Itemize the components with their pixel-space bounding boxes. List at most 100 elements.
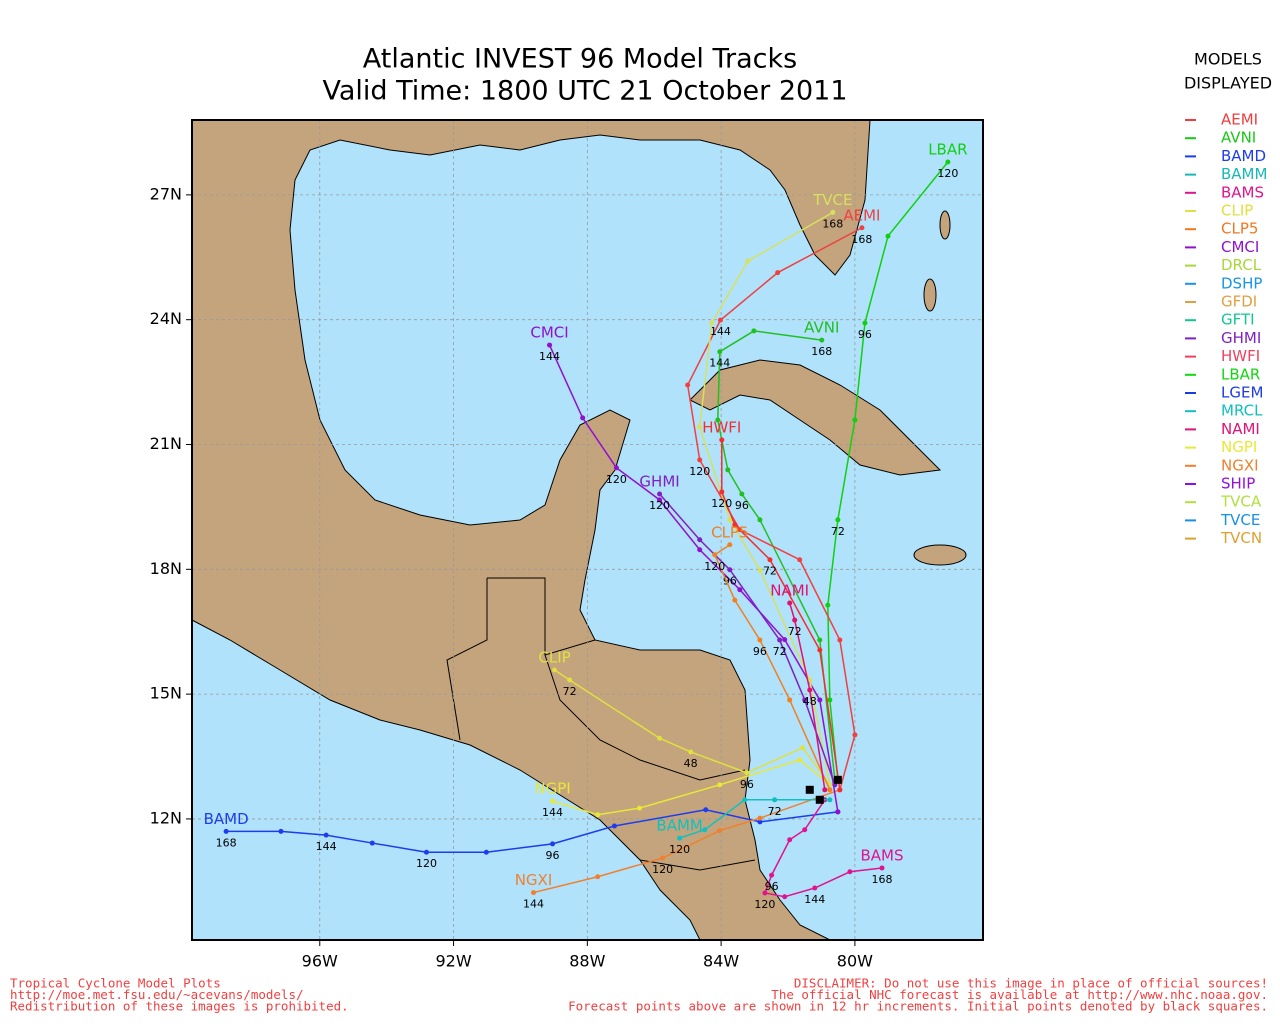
- hour-label: 120: [652, 863, 673, 876]
- track-point: [817, 637, 823, 643]
- track-point: [697, 537, 703, 543]
- track-point: [611, 823, 617, 829]
- track-point: [802, 827, 808, 833]
- island: [923, 278, 937, 312]
- x-tick-label: 88W: [569, 952, 605, 971]
- hour-label: 120: [937, 167, 958, 180]
- track-name: CLIP: [538, 648, 570, 666]
- model-track: [827, 161, 949, 780]
- track-point: [769, 872, 775, 878]
- track-point: [719, 437, 725, 443]
- track-point: [745, 258, 751, 264]
- legend-label: AVNI: [1221, 129, 1256, 147]
- track-point: [757, 567, 763, 573]
- track-name: HWFI: [702, 418, 741, 436]
- track-point: [369, 840, 375, 846]
- initial-point: [833, 775, 842, 784]
- track-point: [879, 865, 885, 871]
- country-border: [487, 577, 596, 656]
- track-point: [595, 874, 601, 880]
- track-point: [223, 828, 229, 834]
- x-tick-label: 96W: [302, 952, 338, 971]
- hour-label: 96: [765, 880, 779, 893]
- track-point: [323, 832, 329, 838]
- track-point: [717, 828, 723, 834]
- legend-label: BAMS: [1221, 183, 1264, 201]
- hour-label: 96: [858, 328, 872, 341]
- track-point: [530, 890, 536, 896]
- track-point: [757, 517, 763, 523]
- country-border: [446, 578, 488, 741]
- model-track: [713, 544, 831, 791]
- hour-label: 120: [704, 560, 725, 573]
- track-name: GHMI: [639, 473, 679, 491]
- hour-label: 168: [811, 345, 832, 358]
- track-point: [812, 885, 818, 891]
- legend-label: BAMD: [1221, 147, 1266, 165]
- footer-left: http://moe.met.fsu.edu/~acevans/models/: [10, 987, 304, 1002]
- track-point: [697, 424, 703, 430]
- country-border: [639, 859, 756, 871]
- hour-label: 144: [316, 840, 337, 853]
- track-point: [827, 797, 833, 803]
- track-name: CMCI: [530, 324, 568, 342]
- track-point: [819, 337, 825, 343]
- hour-label: 120: [669, 843, 690, 856]
- initial-point: [815, 795, 824, 804]
- track-point: [837, 637, 843, 643]
- legend-label: AEMI: [1221, 111, 1258, 129]
- track-point: [751, 328, 757, 334]
- track-name: AVNI: [804, 319, 839, 337]
- track-point: [787, 837, 793, 843]
- hour-label: 144: [804, 893, 825, 906]
- map-frame: [191, 119, 984, 941]
- track-point: [737, 587, 743, 593]
- y-tick-label: 24N: [150, 309, 182, 328]
- track-point: [837, 787, 843, 793]
- track-point: [827, 697, 833, 703]
- model-track: [533, 789, 841, 894]
- hour-label: 144: [710, 325, 731, 338]
- track-name: AEMI: [843, 206, 880, 224]
- y-tick-label: 27N: [150, 184, 182, 203]
- hour-label: 120: [416, 857, 437, 870]
- track-point: [715, 417, 721, 423]
- track-point: [742, 797, 748, 803]
- track-point: [725, 467, 731, 473]
- track-point: [787, 697, 793, 703]
- title-line: Atlantic INVEST 96 Model Tracks: [363, 44, 797, 75]
- country-border: [544, 654, 746, 781]
- y-tick-label: 21N: [150, 434, 182, 453]
- track-point: [727, 517, 733, 523]
- track-point: [775, 270, 781, 276]
- track-point: [787, 600, 793, 606]
- hour-label: 72: [763, 565, 777, 578]
- track-point: [782, 894, 788, 900]
- model-track: [552, 759, 831, 816]
- legend-label: CMCI: [1221, 238, 1259, 256]
- legend-label: LGEM: [1221, 384, 1263, 402]
- legend: AEMIAVNIBAMDBAMMBAMSCLIPCLP5CMCIDRCLDSHP…: [1185, 111, 1267, 547]
- track-point: [697, 547, 703, 553]
- track-point: [595, 812, 601, 818]
- track-point: [547, 342, 553, 348]
- hour-label: 96: [753, 645, 767, 658]
- hour-label: 96: [546, 849, 560, 862]
- footer: Tropical Cyclone Model Plotshttp://moe.m…: [10, 976, 1268, 1014]
- legend-label: GFTI: [1221, 311, 1255, 329]
- track-point: [797, 757, 803, 763]
- legend-label: TVCE: [1220, 511, 1260, 529]
- model-track: [788, 602, 826, 790]
- legend-label: CLIP: [1221, 202, 1253, 220]
- legend-label: CLP5: [1221, 220, 1258, 238]
- track-point: [835, 809, 841, 815]
- track-point: [677, 835, 683, 841]
- hour-label: 120: [649, 499, 670, 512]
- track-point: [552, 667, 558, 673]
- footer-left: Redistribution of these images is prohib…: [10, 999, 349, 1014]
- track-point: [613, 465, 619, 471]
- hour-label: 168: [851, 233, 872, 246]
- land: [192, 120, 967, 940]
- track-point: [660, 855, 666, 861]
